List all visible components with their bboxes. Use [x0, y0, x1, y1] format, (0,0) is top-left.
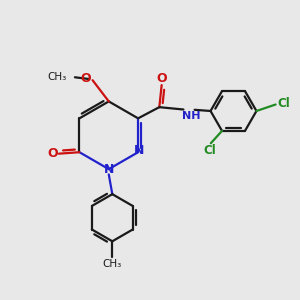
Text: CH₃: CH₃ [48, 72, 67, 82]
Text: O: O [47, 147, 58, 160]
Text: O: O [81, 72, 92, 85]
Text: O: O [157, 72, 167, 85]
Text: N: N [134, 144, 144, 157]
Text: Cl: Cl [203, 144, 216, 157]
Text: NH: NH [182, 111, 201, 121]
Text: N: N [103, 163, 114, 176]
Text: CH₃: CH₃ [103, 259, 122, 269]
Text: Cl: Cl [278, 97, 290, 110]
